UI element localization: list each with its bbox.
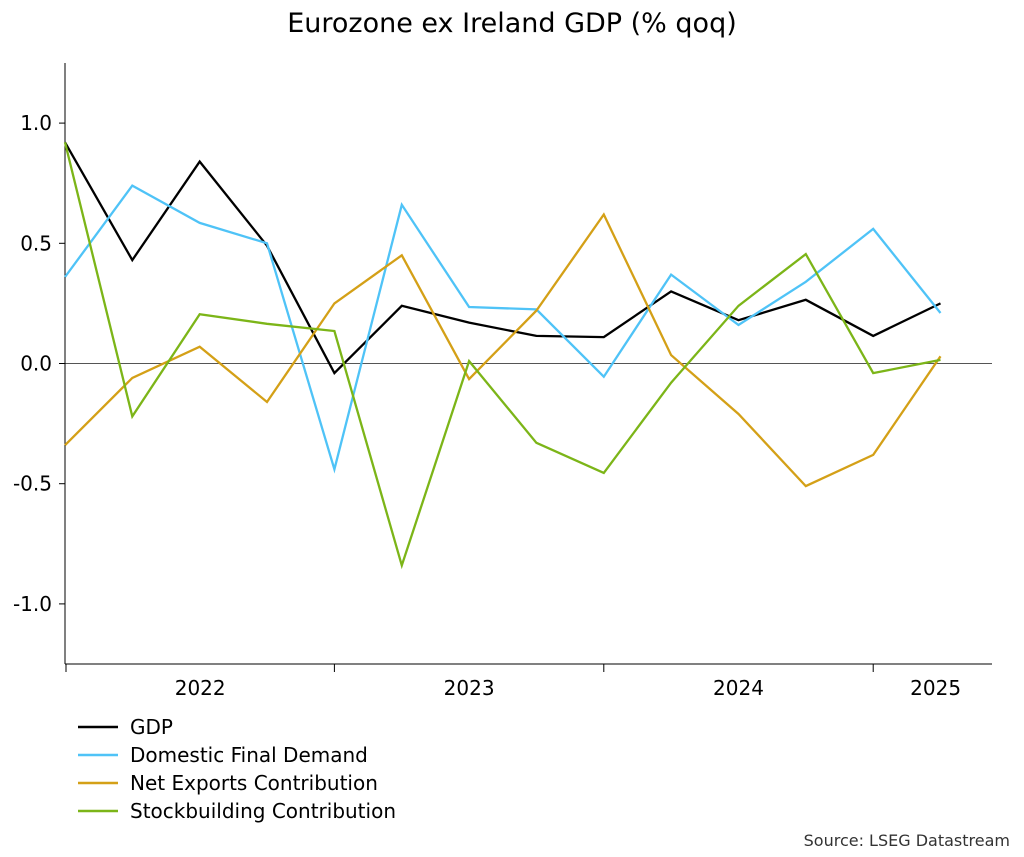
series-line-stockbuilding-contribution	[63, 142, 941, 570]
legend-label: Domestic Final Demand	[130, 743, 368, 767]
series-line-gdp	[64, 141, 942, 376]
y-tick-label: 1.0	[20, 111, 52, 135]
x-tick-label: 2025	[910, 676, 961, 700]
legend-label: Net Exports Contribution	[130, 771, 378, 795]
series-line-net-exports-contribution	[64, 212, 942, 488]
y-tick-label: 0.0	[20, 352, 52, 376]
x-tick-label: 2024	[713, 676, 764, 700]
x-tick-label: 2022	[175, 676, 226, 700]
source-note: Source: LSEG Datastream	[804, 831, 1010, 850]
legend-label: Stockbuilding Contribution	[130, 799, 396, 823]
y-tick-label: -1.0	[13, 592, 52, 616]
legend-label: GDP	[130, 715, 173, 739]
chart-title: Eurozone ex Ireland GDP (% qoq)	[287, 8, 737, 39]
x-tick-label: 2023	[444, 676, 495, 700]
y-tick-label: 0.5	[20, 231, 52, 255]
y-tick-label: -0.5	[13, 472, 52, 496]
series-line-domestic-final-demand	[64, 184, 942, 474]
